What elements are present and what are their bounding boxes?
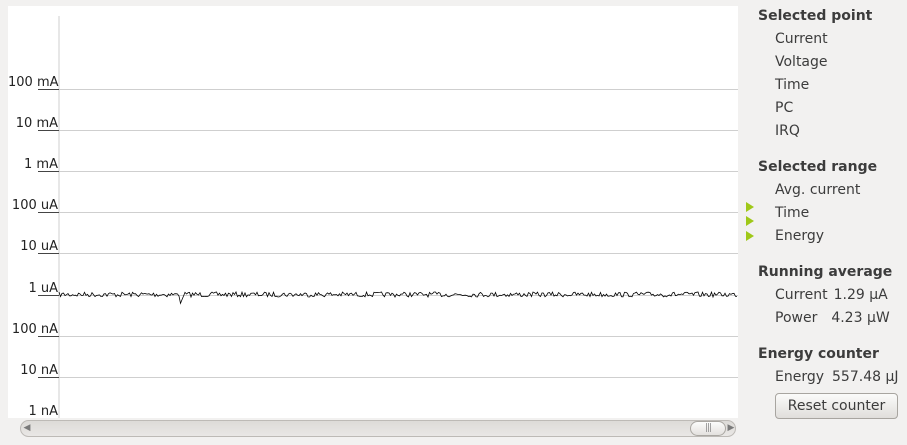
y-tick-label: 100 uA	[11, 197, 58, 213]
current-plot[interactable]: 100 mA 10 mA 1 mA 100 uA 10 uA 1 uA 100 nA 10 n…	[8, 6, 738, 419]
selected-range-energy: Energy	[775, 228, 825, 244]
selected-point-irq: IRQ	[775, 123, 800, 139]
y-tick-label: 10 mA	[15, 115, 58, 131]
reset-counter-button[interactable]: Reset counter	[775, 393, 898, 419]
selected-point-time: Time	[775, 77, 810, 93]
energy-counter-title: Energy counter	[758, 346, 879, 362]
y-tick-label: 100 nA	[11, 321, 58, 337]
selected-range-time: Time	[775, 205, 810, 221]
y-tick-label: 10 uA	[20, 238, 58, 254]
running-average-current-label: Current	[775, 287, 828, 303]
expand-arrow-icon[interactable]	[746, 202, 754, 212]
scroll-right-arrow-icon[interactable]: ▶	[727, 423, 735, 433]
y-tick-label: 10 nA	[20, 362, 58, 378]
running-average-power-value: 4.23 µW	[831, 310, 890, 326]
selected-point-voltage: Voltage	[775, 54, 828, 70]
scroll-thumb[interactable]: |||	[690, 421, 726, 436]
running-average-current: Current 1.29 µA	[775, 287, 888, 303]
selected-point-current: Current	[775, 31, 828, 47]
scroll-left-arrow-icon[interactable]: ◀	[23, 423, 31, 433]
running-average-title: Running average	[758, 264, 893, 280]
selected-point-pc: PC	[775, 100, 794, 116]
plot-canvas[interactable]	[8, 6, 738, 418]
expand-arrow-icon[interactable]	[746, 216, 754, 226]
selected-range-avg-current: Avg. current	[775, 182, 861, 198]
y-tick-label: 1 uA	[28, 280, 58, 296]
current-trace	[58, 290, 737, 305]
selected-range-title: Selected range	[758, 159, 878, 175]
horizontal-scrollbar[interactable]: ◀ ▶ |||	[8, 418, 738, 440]
running-average-power-label: Power	[775, 310, 818, 326]
side-panel: Selected point Current Voltage Time PC I…	[742, 0, 907, 445]
y-tick-label: 1 nA	[28, 403, 58, 419]
expand-arrow-icon[interactable]	[746, 231, 754, 241]
running-average-power: Power 4.23 µW	[775, 310, 890, 326]
energy-counter-energy-label: Energy	[775, 369, 825, 385]
selected-point-title: Selected point	[758, 8, 873, 24]
scroll-track[interactable]	[20, 420, 736, 437]
energy-counter-energy-value: 557.48 µJ	[832, 369, 899, 385]
y-tick-label: 100 mA	[8, 74, 59, 90]
y-tick-label: 1 mA	[24, 156, 58, 172]
running-average-current-value: 1.29 µA	[833, 287, 888, 303]
energy-counter-energy: Energy 557.48 µJ	[775, 369, 899, 385]
